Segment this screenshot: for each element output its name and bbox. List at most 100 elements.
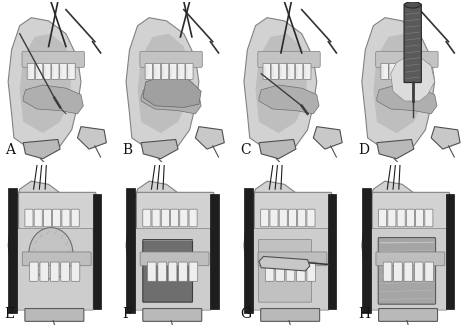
FancyBboxPatch shape [379, 309, 438, 321]
FancyBboxPatch shape [307, 262, 316, 281]
Text: E: E [5, 306, 15, 320]
Polygon shape [195, 127, 224, 149]
Polygon shape [8, 18, 81, 149]
Polygon shape [23, 85, 83, 114]
FancyBboxPatch shape [255, 192, 332, 231]
Text: F: F [123, 306, 132, 320]
FancyBboxPatch shape [270, 209, 278, 227]
FancyBboxPatch shape [271, 63, 279, 79]
Ellipse shape [29, 228, 73, 279]
FancyBboxPatch shape [297, 262, 305, 281]
FancyBboxPatch shape [185, 63, 193, 79]
Polygon shape [362, 18, 435, 149]
FancyBboxPatch shape [137, 192, 214, 231]
FancyBboxPatch shape [68, 63, 75, 79]
FancyBboxPatch shape [406, 209, 414, 227]
FancyBboxPatch shape [258, 240, 311, 302]
FancyBboxPatch shape [44, 63, 51, 79]
FancyBboxPatch shape [25, 209, 33, 227]
Bar [244, 188, 253, 313]
Polygon shape [244, 18, 317, 149]
Polygon shape [77, 127, 106, 149]
FancyBboxPatch shape [265, 262, 274, 281]
FancyBboxPatch shape [61, 262, 69, 281]
Ellipse shape [405, 2, 421, 8]
FancyBboxPatch shape [416, 209, 424, 227]
FancyBboxPatch shape [276, 262, 284, 281]
FancyBboxPatch shape [25, 309, 84, 321]
Text: B: B [123, 143, 133, 157]
Text: A: A [5, 143, 15, 157]
FancyBboxPatch shape [60, 63, 67, 79]
FancyBboxPatch shape [177, 63, 185, 79]
FancyBboxPatch shape [180, 209, 188, 227]
Bar [126, 188, 135, 313]
FancyBboxPatch shape [143, 240, 192, 302]
FancyBboxPatch shape [295, 63, 303, 79]
FancyBboxPatch shape [44, 209, 52, 227]
FancyBboxPatch shape [414, 262, 423, 281]
FancyBboxPatch shape [140, 252, 209, 266]
FancyBboxPatch shape [376, 252, 445, 266]
FancyBboxPatch shape [50, 262, 59, 281]
Polygon shape [259, 139, 296, 159]
Polygon shape [255, 197, 308, 297]
Polygon shape [255, 34, 308, 133]
Bar [92, 194, 100, 309]
FancyBboxPatch shape [189, 209, 197, 227]
FancyBboxPatch shape [279, 209, 287, 227]
Polygon shape [20, 34, 72, 133]
Text: C: C [240, 143, 251, 157]
FancyBboxPatch shape [161, 63, 169, 79]
FancyBboxPatch shape [135, 228, 211, 310]
Polygon shape [374, 34, 425, 133]
FancyBboxPatch shape [383, 262, 392, 281]
Polygon shape [141, 85, 201, 114]
FancyBboxPatch shape [425, 209, 433, 227]
Text: G: G [240, 306, 252, 320]
Polygon shape [126, 181, 199, 313]
FancyBboxPatch shape [425, 262, 434, 281]
FancyBboxPatch shape [143, 209, 151, 227]
FancyBboxPatch shape [53, 209, 61, 227]
FancyBboxPatch shape [372, 192, 450, 231]
FancyBboxPatch shape [71, 209, 79, 227]
FancyBboxPatch shape [413, 63, 421, 79]
FancyBboxPatch shape [307, 209, 315, 227]
FancyBboxPatch shape [34, 209, 42, 227]
FancyBboxPatch shape [393, 262, 402, 281]
Polygon shape [362, 181, 435, 313]
Polygon shape [137, 34, 190, 133]
FancyBboxPatch shape [168, 262, 177, 281]
FancyBboxPatch shape [189, 262, 198, 281]
FancyBboxPatch shape [376, 51, 438, 67]
Polygon shape [377, 139, 414, 159]
FancyBboxPatch shape [171, 209, 179, 227]
FancyBboxPatch shape [258, 51, 320, 67]
FancyBboxPatch shape [22, 51, 84, 67]
Polygon shape [23, 139, 60, 159]
Bar [362, 188, 371, 313]
FancyBboxPatch shape [404, 262, 413, 281]
FancyBboxPatch shape [287, 63, 295, 79]
FancyBboxPatch shape [379, 209, 387, 227]
FancyBboxPatch shape [388, 209, 396, 227]
Polygon shape [141, 139, 178, 159]
Polygon shape [20, 197, 72, 297]
FancyBboxPatch shape [179, 262, 187, 281]
FancyBboxPatch shape [145, 63, 153, 79]
FancyBboxPatch shape [397, 209, 405, 227]
Polygon shape [431, 127, 460, 149]
FancyBboxPatch shape [35, 63, 43, 79]
Text: D: D [358, 143, 369, 157]
FancyBboxPatch shape [303, 63, 311, 79]
FancyBboxPatch shape [279, 63, 287, 79]
FancyBboxPatch shape [261, 209, 269, 227]
FancyBboxPatch shape [52, 63, 59, 79]
Polygon shape [137, 197, 190, 297]
Polygon shape [8, 181, 81, 313]
FancyBboxPatch shape [389, 63, 397, 79]
FancyBboxPatch shape [263, 63, 271, 79]
Polygon shape [126, 18, 199, 149]
FancyBboxPatch shape [286, 262, 295, 281]
